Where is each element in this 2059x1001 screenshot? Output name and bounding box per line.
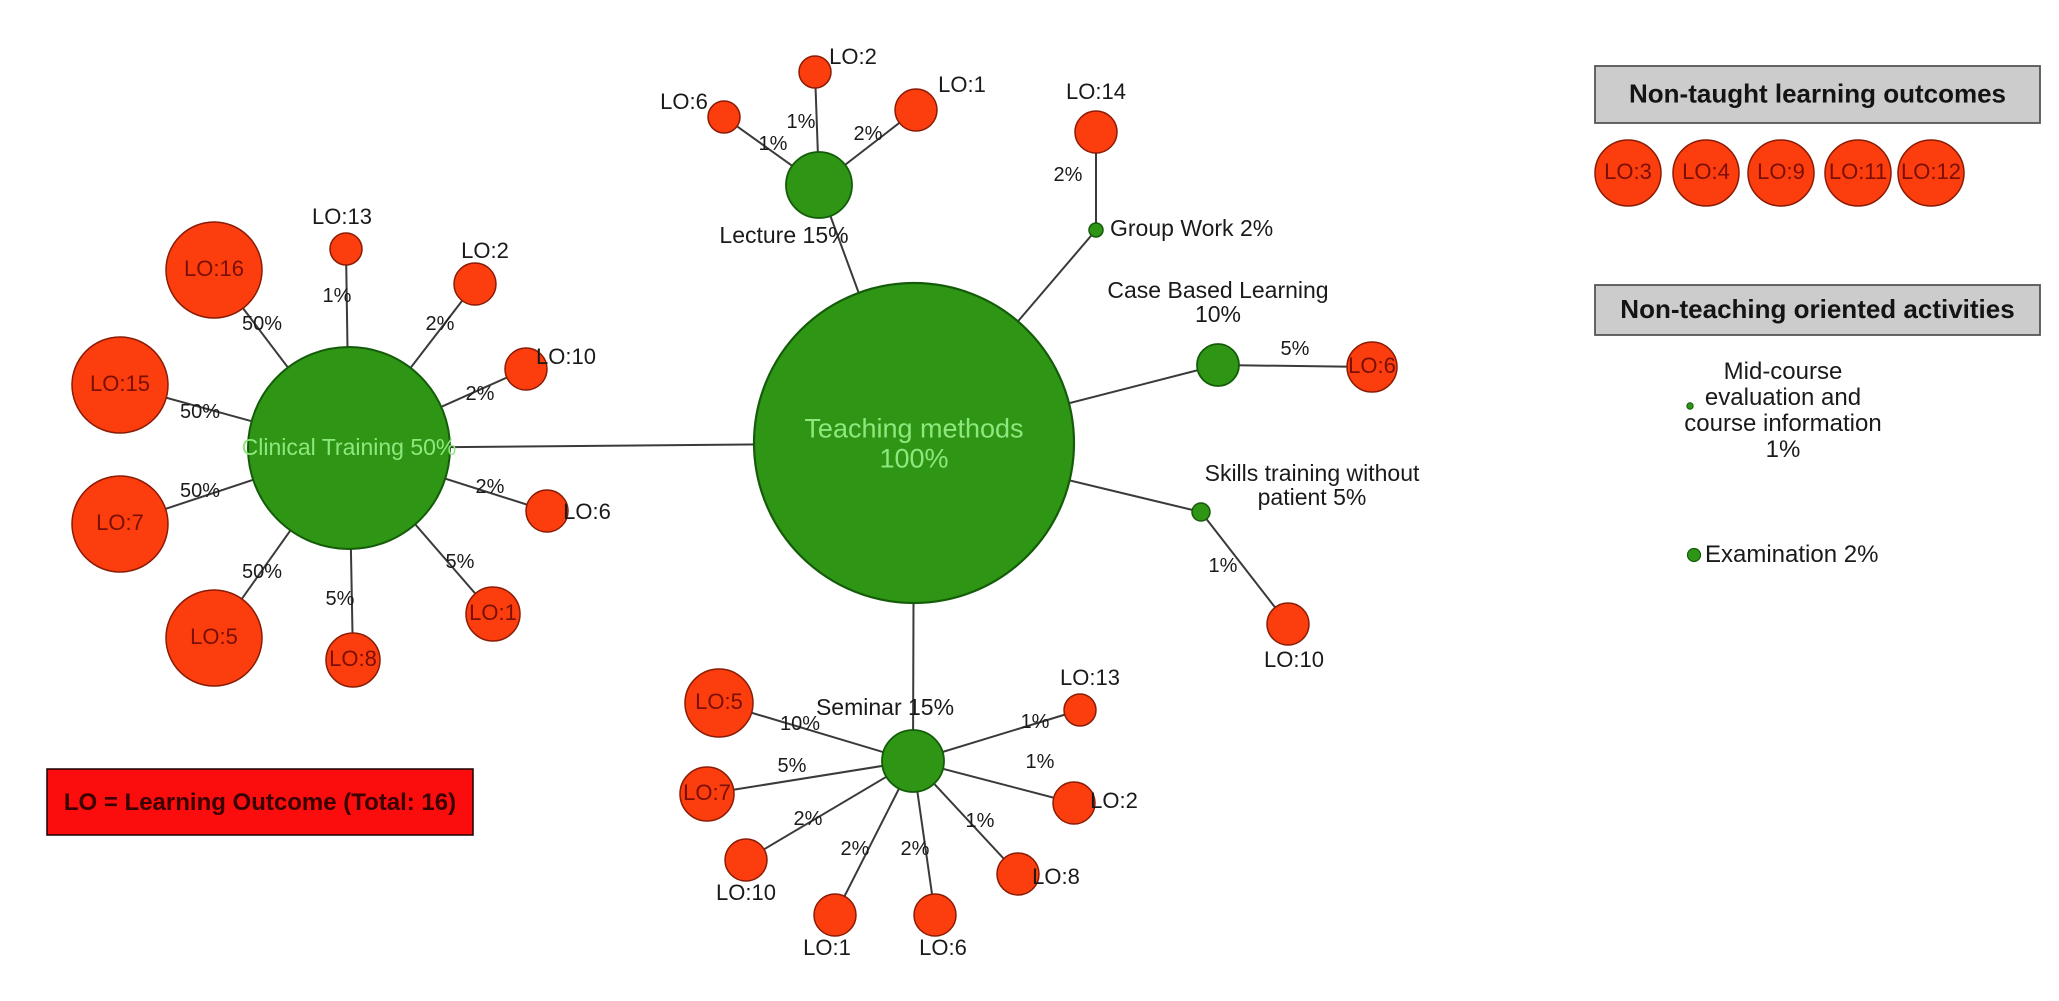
svg-text:2%: 2%: [426, 313, 455, 335]
svg-text:1%: 1%: [1209, 555, 1238, 577]
svg-text:Case Based Learning: Case Based Learning: [1107, 277, 1328, 303]
svg-text:LO:11: LO:11: [1829, 159, 1887, 184]
svg-text:1%: 1%: [787, 111, 816, 133]
svg-text:5%: 5%: [446, 551, 475, 573]
svg-text:LO:5: LO:5: [695, 689, 743, 714]
svg-text:1%: 1%: [759, 133, 788, 155]
svg-text:Group Work 2%: Group Work 2%: [1110, 215, 1273, 241]
svg-text:Skills training without: Skills training without: [1205, 460, 1420, 486]
svg-text:course information: course information: [1684, 410, 1881, 437]
svg-text:1%: 1%: [1026, 751, 1055, 773]
svg-text:LO:10: LO:10: [536, 344, 596, 369]
svg-text:Non-taught learning outcomes: Non-taught learning outcomes: [1629, 79, 2006, 109]
svg-text:LO:9: LO:9: [1757, 159, 1805, 184]
svg-text:5%: 5%: [326, 588, 355, 610]
svg-text:5%: 5%: [1281, 338, 1310, 360]
svg-text:10%: 10%: [1195, 301, 1241, 327]
svg-text:2%: 2%: [1054, 164, 1083, 186]
svg-text:LO:3: LO:3: [1604, 159, 1652, 184]
svg-text:LO:6: LO:6: [660, 89, 708, 114]
svg-text:2%: 2%: [466, 383, 495, 405]
svg-text:LO:2: LO:2: [829, 44, 877, 69]
svg-text:1%: 1%: [323, 285, 352, 307]
svg-text:Seminar 15%: Seminar 15%: [816, 694, 954, 720]
svg-text:LO:1: LO:1: [938, 72, 986, 97]
svg-text:LO:6: LO:6: [1348, 353, 1396, 378]
svg-text:50%: 50%: [242, 561, 282, 583]
svg-text:Non-teaching oriented activiti: Non-teaching oriented activities: [1620, 294, 2014, 324]
svg-text:LO:2: LO:2: [1090, 788, 1138, 813]
svg-text:LO:12: LO:12: [1901, 159, 1961, 184]
svg-text:LO:13: LO:13: [1060, 665, 1120, 690]
svg-text:LO:16: LO:16: [184, 256, 244, 281]
svg-text:Clinical Training 50%: Clinical Training 50%: [242, 434, 457, 460]
svg-text:50%: 50%: [180, 480, 220, 502]
svg-text:LO:13: LO:13: [312, 204, 372, 229]
svg-text:LO:6: LO:6: [563, 499, 611, 524]
svg-text:Mid-course: Mid-course: [1724, 358, 1843, 385]
svg-text:Teaching methods: Teaching methods: [804, 413, 1023, 443]
svg-text:10%: 10%: [780, 713, 820, 735]
svg-text:LO:4: LO:4: [1682, 159, 1730, 184]
svg-text:100%: 100%: [879, 443, 948, 473]
svg-text:LO:7: LO:7: [96, 510, 144, 535]
svg-text:patient 5%: patient 5%: [1258, 484, 1367, 510]
svg-text:evaluation and: evaluation and: [1705, 384, 1861, 411]
svg-text:LO:10: LO:10: [1264, 647, 1324, 672]
svg-text:LO:2: LO:2: [461, 238, 509, 263]
svg-text:1%: 1%: [966, 810, 995, 832]
svg-text:LO:14: LO:14: [1066, 79, 1126, 104]
svg-text:LO:5: LO:5: [190, 624, 238, 649]
svg-text:LO:15: LO:15: [90, 371, 150, 396]
svg-text:1%: 1%: [1766, 436, 1801, 463]
svg-text:2%: 2%: [841, 838, 870, 860]
svg-text:LO:1: LO:1: [803, 935, 851, 960]
svg-text:2%: 2%: [794, 808, 823, 830]
svg-text:LO:8: LO:8: [329, 646, 377, 671]
svg-text:50%: 50%: [242, 313, 282, 335]
svg-text:LO:8: LO:8: [1032, 864, 1080, 889]
svg-text:2%: 2%: [901, 838, 930, 860]
svg-text:5%: 5%: [778, 755, 807, 777]
svg-text:LO:7: LO:7: [683, 780, 731, 805]
svg-text:LO = Learning Outcome (Total:: LO = Learning Outcome (Total: 16): [64, 789, 456, 816]
svg-text:LO:1: LO:1: [469, 600, 517, 625]
svg-text:50%: 50%: [180, 401, 220, 423]
svg-text:1%: 1%: [1021, 711, 1050, 733]
svg-text:Examination 2%: Examination 2%: [1705, 541, 1878, 568]
svg-text:LO:6: LO:6: [919, 935, 967, 960]
svg-text:2%: 2%: [854, 123, 883, 145]
svg-text:Lecture 15%: Lecture 15%: [719, 222, 848, 248]
svg-text:LO:10: LO:10: [716, 880, 776, 905]
svg-text:2%: 2%: [476, 476, 505, 498]
